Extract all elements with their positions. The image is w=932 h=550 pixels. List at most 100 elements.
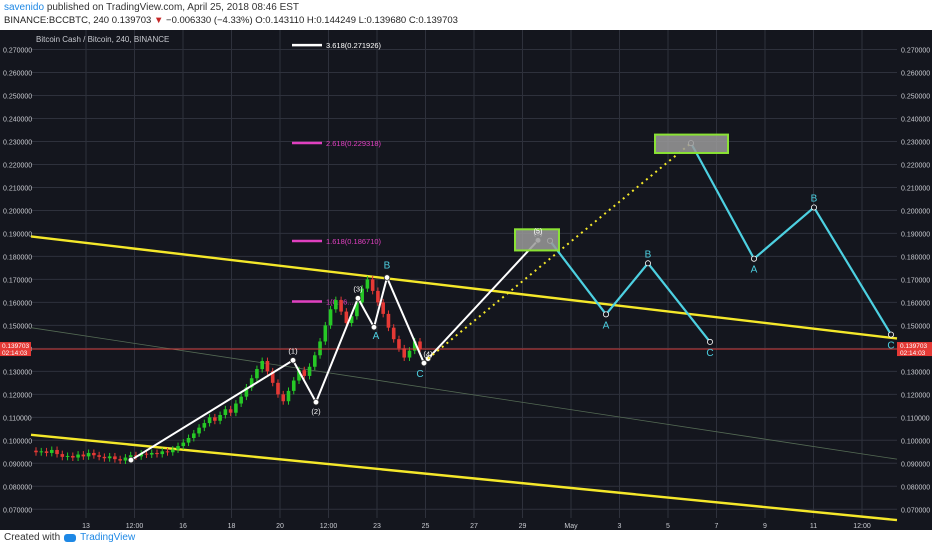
y-tick-label-right: 0.160000	[901, 300, 930, 307]
projection-label: B	[811, 193, 818, 204]
wave-point-marker	[312, 398, 320, 406]
candle-body	[170, 449, 175, 453]
y-tick-label-left: 0.240000	[3, 116, 32, 123]
candle-body	[407, 350, 412, 358]
y-tick-label-left: 0.260000	[3, 71, 32, 78]
candle-body	[202, 423, 207, 428]
y-tick-label-left: 0.250000	[3, 94, 32, 101]
fib-level-label: 3.618(0.271926)	[326, 41, 382, 50]
candle-body	[176, 446, 180, 450]
candle-body	[302, 370, 307, 376]
projection-point-marker	[603, 311, 610, 318]
candle-body	[155, 452, 159, 455]
candle-body	[376, 290, 380, 303]
y-tick-label-right: 0.240000	[901, 116, 930, 123]
x-tick-label: 9	[763, 523, 767, 530]
candle-body	[144, 453, 149, 455]
y-tick-label-left: 0.170000	[3, 277, 32, 284]
wave-label: C	[416, 369, 423, 380]
price-label-left: 0.139703	[2, 343, 29, 350]
candle-body	[107, 456, 112, 459]
y-tick-label-right: 0.250000	[901, 94, 930, 101]
plot-background	[31, 30, 897, 518]
y-tick-label-left: 0.210000	[3, 185, 32, 192]
y-tick-label-right: 0.080000	[901, 484, 930, 491]
author-link[interactable]: savenido	[4, 2, 45, 13]
y-tick-label-right: 0.200000	[901, 208, 930, 215]
y-tick-label-right: 0.120000	[901, 392, 930, 399]
wave-label: (3)	[353, 284, 363, 293]
candle-body	[86, 452, 91, 457]
y-tick-label-right: 0.110000	[901, 415, 930, 422]
y-tick-label-right: 0.210000	[901, 185, 930, 192]
price-badge-right	[897, 342, 932, 357]
candle-body	[334, 300, 338, 310]
candle-body	[113, 456, 117, 460]
candle-body	[412, 341, 417, 351]
candle-body	[228, 409, 233, 413]
y-tick-label-right: 0.220000	[901, 162, 930, 169]
candle-body	[186, 438, 191, 443]
y-tick-label-left: 0.090000	[3, 461, 32, 468]
wave-5-label: (5)	[534, 228, 543, 235]
x-tick-label: 18	[228, 523, 236, 530]
wave-label: (1)	[288, 346, 298, 355]
candle-body	[265, 361, 270, 372]
candle-body	[44, 451, 49, 453]
target-box-1	[514, 228, 560, 252]
candle-body	[134, 455, 138, 457]
candle-body	[92, 452, 96, 456]
wave-label: B	[384, 261, 391, 272]
diagonal-guide-line	[30, 327, 898, 460]
candle-body	[128, 455, 133, 458]
candle-body	[418, 341, 422, 350]
wave-point-marker	[383, 274, 391, 281]
candle-body	[391, 327, 396, 340]
y-tick-label-right: 0.180000	[901, 254, 930, 261]
left-axis-background	[0, 30, 31, 518]
x-tick-label: 25	[422, 523, 430, 530]
candle-body	[39, 451, 44, 453]
candle-body	[181, 442, 186, 447]
candle-body	[197, 427, 201, 434]
x-tick-label: 16	[179, 523, 187, 530]
candle-body	[328, 309, 333, 326]
fib-level-label: 1.618(0.186710)	[326, 237, 382, 246]
wave-label: (2)	[311, 407, 321, 416]
wave-label: A	[373, 331, 380, 342]
tradingview-link[interactable]: TradingView	[80, 532, 136, 543]
change-text: −0.006330 (−4.33%)	[166, 15, 253, 26]
wave-point-marker	[127, 456, 135, 464]
published-text: published on TradingView.com, April 25, …	[46, 2, 300, 13]
candle-body	[223, 409, 228, 416]
y-tick-label-right: 0.100000	[901, 438, 930, 445]
symbol-header: BINANCE:BCCBTC, 240 0.139703 ▼ −0.006330…	[4, 15, 458, 26]
candle-body	[97, 455, 101, 457]
candle-body	[123, 457, 128, 461]
projection-label: A	[751, 265, 758, 276]
candle-body	[71, 455, 75, 458]
candle-body	[307, 366, 312, 376]
y-tick-label-right: 0.070000	[901, 507, 930, 514]
projection-point-marker	[707, 338, 714, 345]
price-badge-left	[0, 342, 31, 357]
x-tick-label: 7	[715, 523, 719, 530]
candle-body	[149, 452, 154, 455]
y-tick-label-left: 0.080000	[3, 484, 32, 491]
projection-point-marker	[888, 331, 895, 338]
x-tick-label: 29	[519, 523, 527, 530]
y-tick-label-left: 0.110000	[3, 415, 32, 422]
y-tick-label-right: 0.190000	[901, 231, 930, 238]
footer: Created with TradingView	[4, 532, 135, 543]
wave-point-marker	[354, 295, 362, 302]
candle-body	[323, 325, 328, 342]
y-tick-label-left: 0.150000	[3, 323, 32, 330]
candle-body	[102, 456, 107, 459]
candle-body	[76, 454, 80, 458]
candle-body	[291, 380, 296, 391]
candle-body	[318, 341, 322, 356]
y-tick-label-left: 0.200000	[3, 208, 32, 215]
projection-dotted-line	[427, 142, 692, 360]
candle-body	[276, 382, 280, 395]
